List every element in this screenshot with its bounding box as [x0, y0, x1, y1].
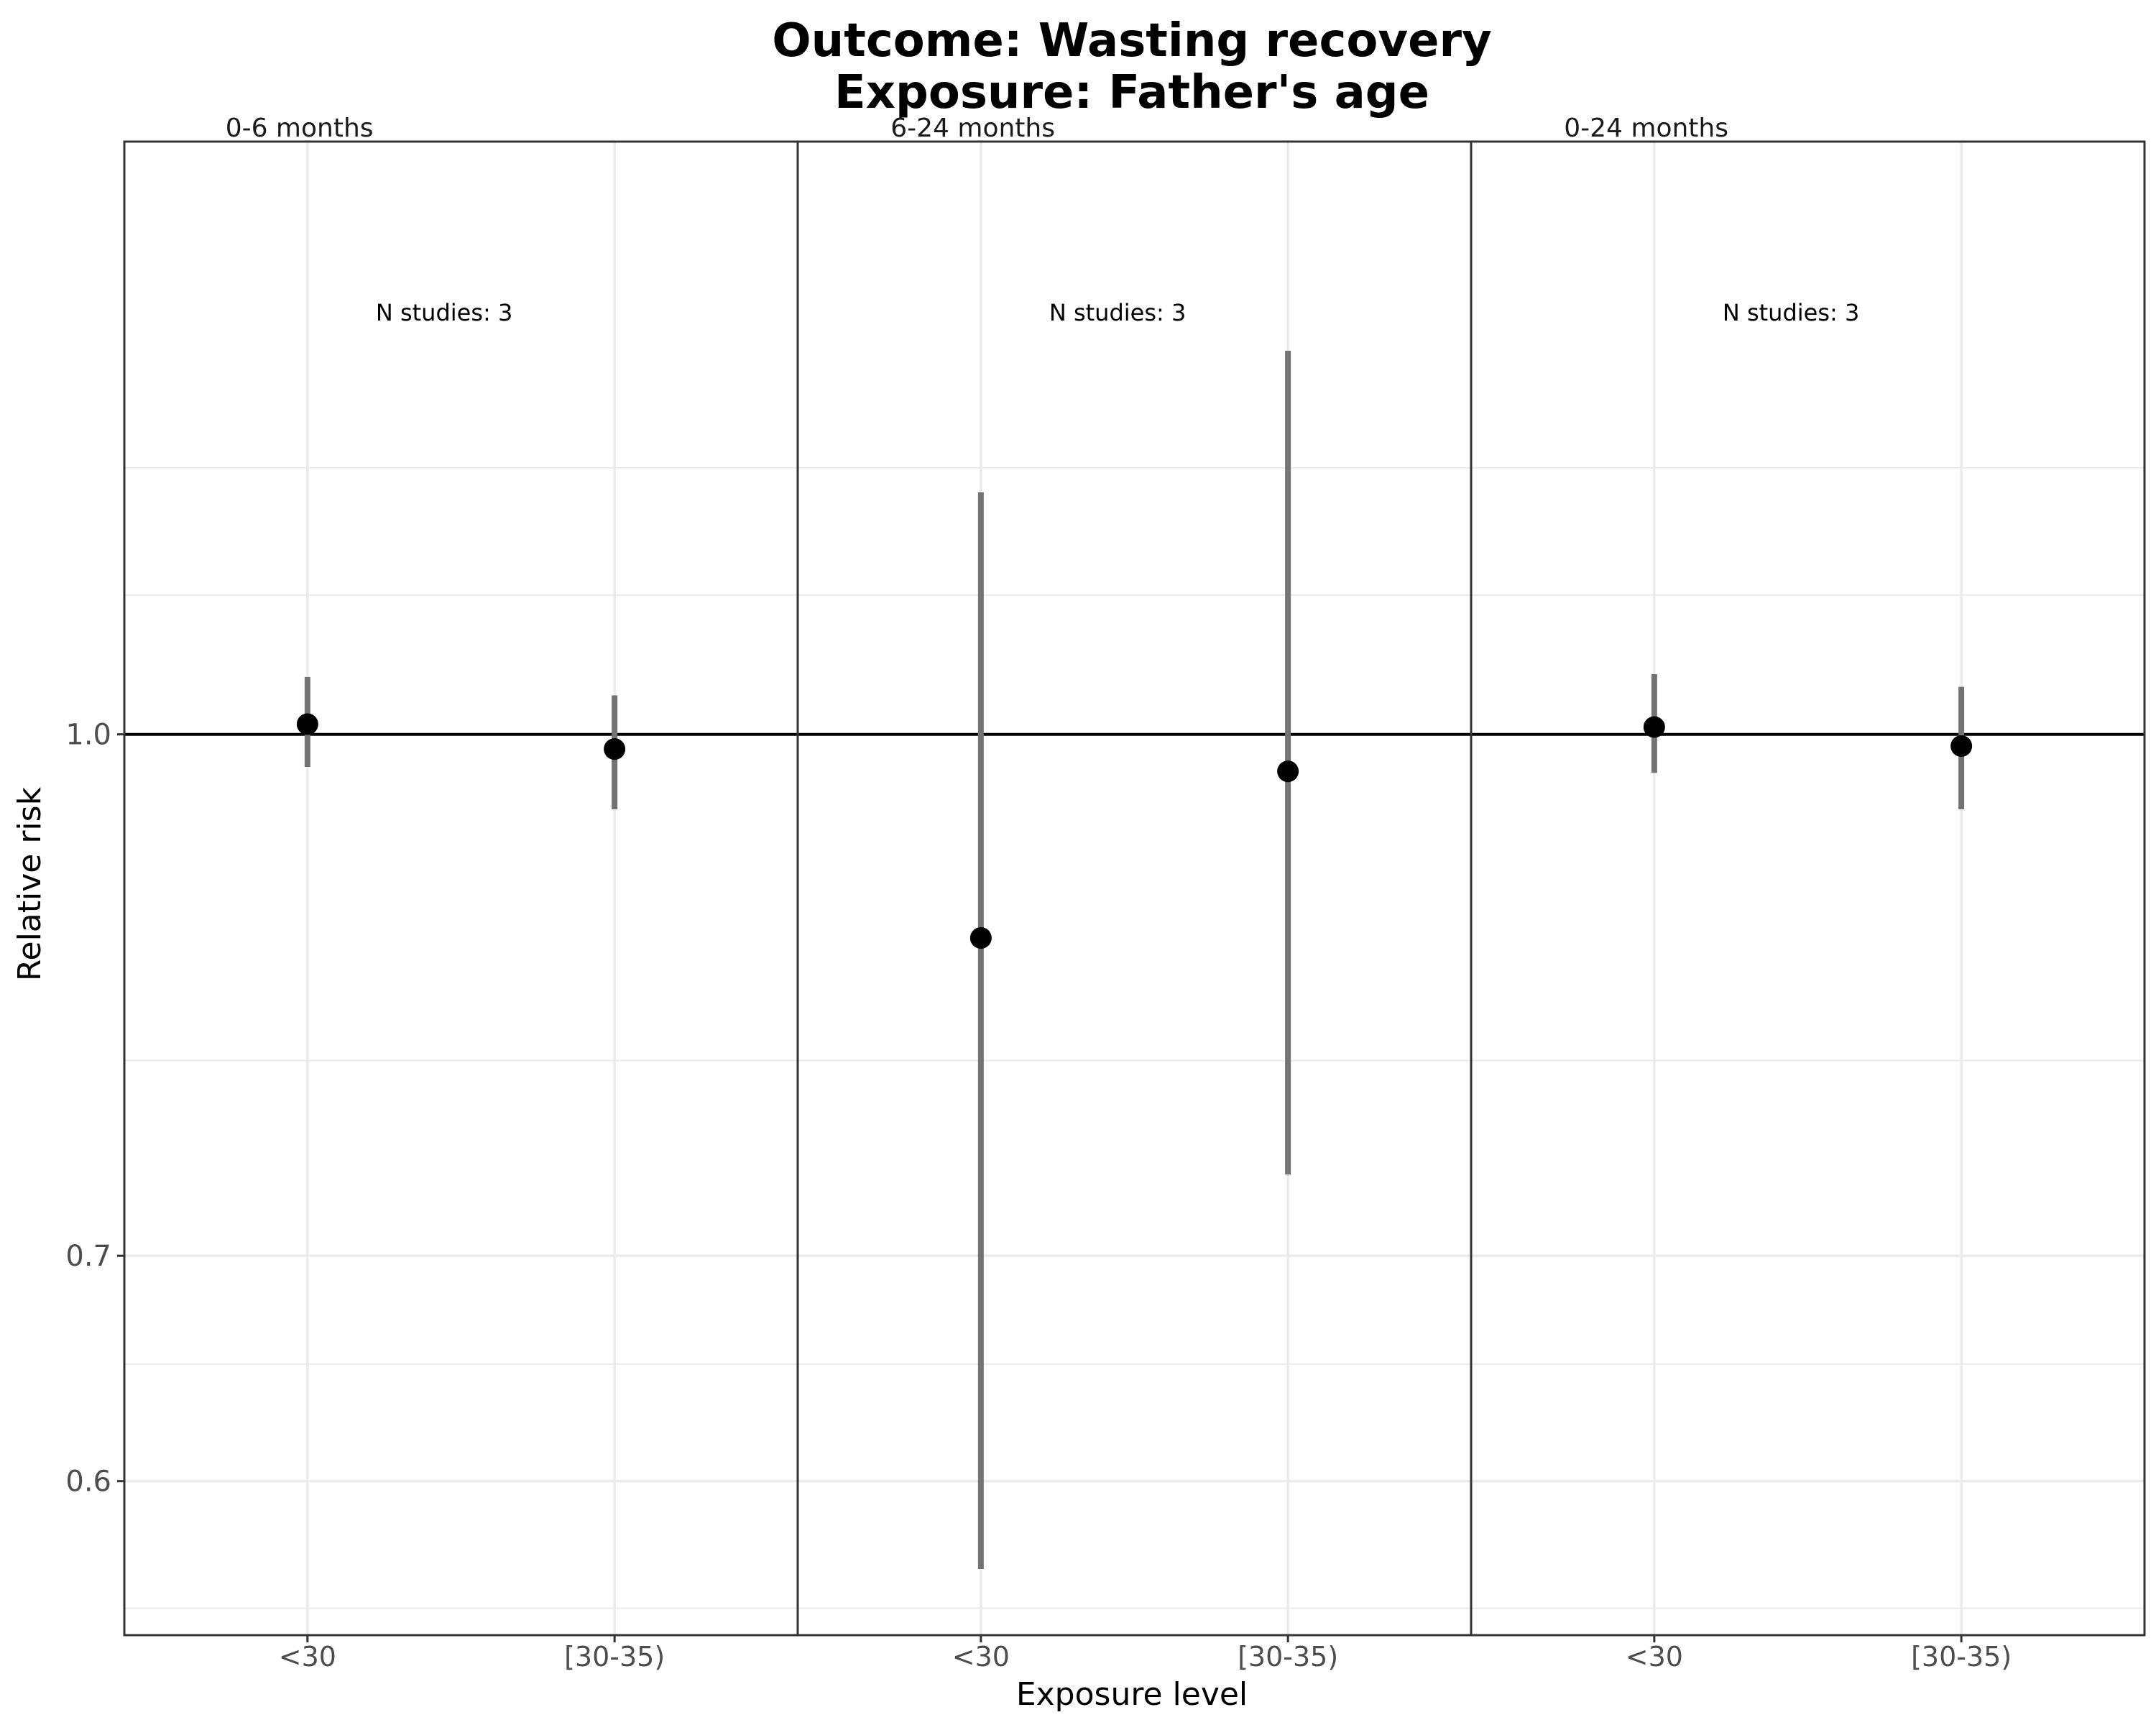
x-tick-label: <30 — [952, 1641, 1010, 1673]
panel-border — [796, 140, 1473, 1637]
panel-strip-label: 0-6 months — [226, 114, 374, 143]
point-estimate — [1643, 716, 1665, 738]
panel-strip-label: 0-24 months — [1564, 114, 1728, 143]
y-tick-label: 0.7 — [65, 1240, 111, 1273]
y-tick-label: 0.6 — [65, 1466, 111, 1499]
n-studies-annotation: N studies: 3 — [1049, 299, 1186, 326]
chart-title-line2: Exposure: Father's age — [834, 66, 1429, 119]
point-estimate — [969, 926, 992, 949]
y-tick-label: 1.0 — [65, 719, 111, 752]
x-axis-label: Exposure level — [1016, 1676, 1248, 1713]
point-estimate — [296, 713, 318, 735]
chart-title-line1: Outcome: Wasting recovery — [772, 14, 1492, 68]
point-estimate — [1950, 735, 1973, 758]
x-tick-label: [30-35) — [1911, 1641, 2012, 1673]
n-studies-annotation: N studies: 3 — [1723, 299, 1859, 326]
panel-border — [1470, 140, 2146, 1637]
x-tick-label: <30 — [1626, 1641, 1683, 1673]
panel-0: 0-6 months N studies: 3 <30 [30-35) — [123, 114, 799, 1673]
panel-border — [123, 140, 799, 1637]
y-axis-label: Relative risk — [11, 786, 48, 981]
x-tick-label: [30-35) — [1238, 1641, 1338, 1673]
panel-1: 6-24 months N studies: 3 <30 [30-35) — [796, 114, 1473, 1673]
point-estimate — [1277, 760, 1299, 783]
x-tick-label: [30-35) — [564, 1641, 665, 1673]
panel-strip-label: 6-24 months — [890, 114, 1055, 143]
x-tick-label: <30 — [279, 1641, 336, 1673]
panel-2: 0-24 months N studies: 3 <30 [30-35) — [1470, 114, 2146, 1673]
n-studies-annotation: N studies: 3 — [376, 299, 512, 326]
point-estimate — [604, 738, 626, 760]
